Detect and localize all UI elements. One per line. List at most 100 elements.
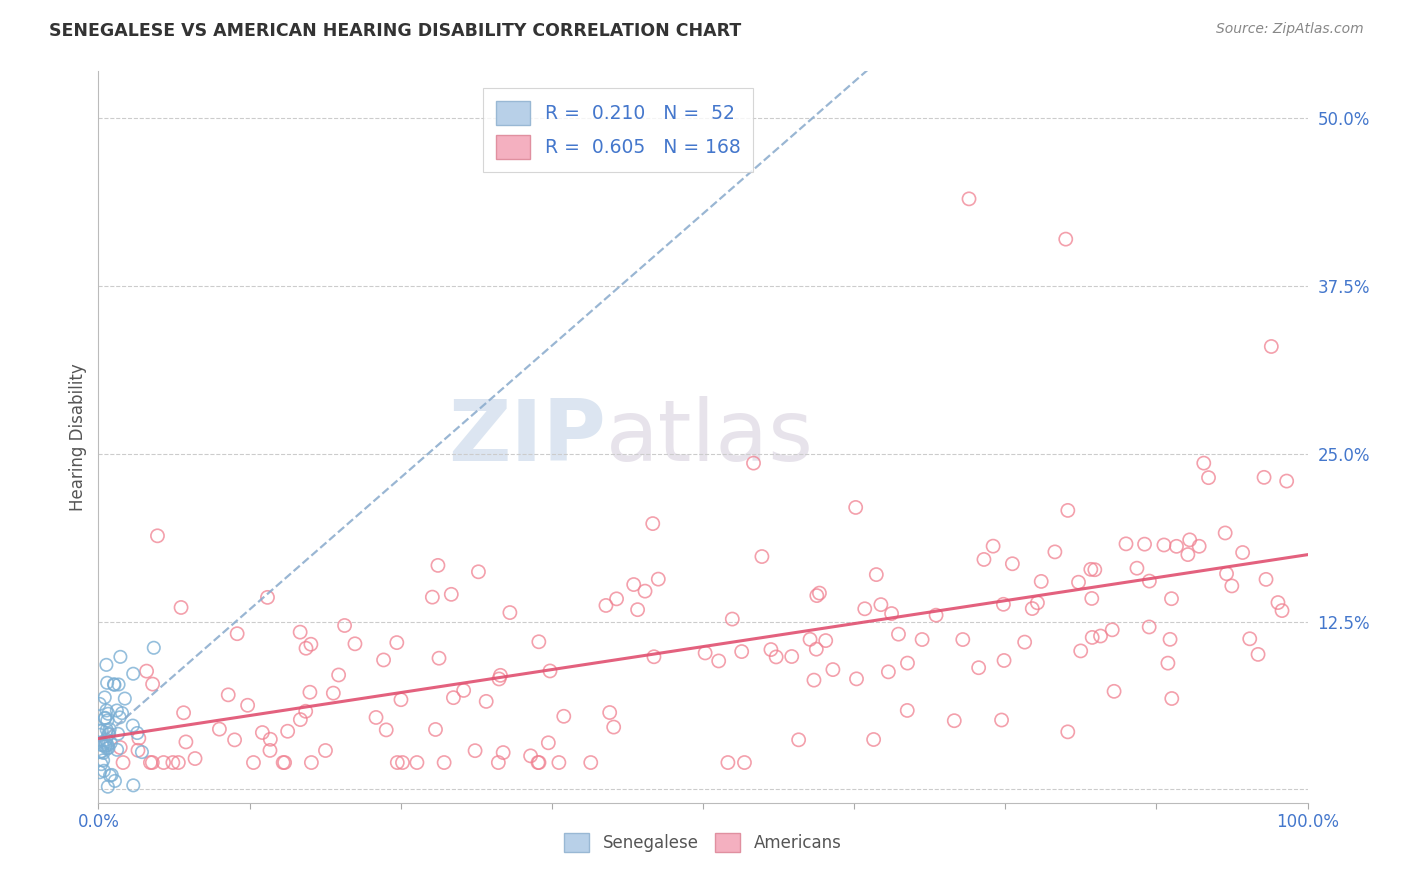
Point (127, 726, 149, 740)
Point (967, 661, 990, 675)
Point (90, 757, 112, 772)
Point (96, 675, 118, 690)
Point (236, 698, 259, 713)
Legend: Senegalese, Americans: Senegalese, Americans (555, 824, 851, 860)
Point (91, 753, 114, 767)
Point (322, 686, 344, 700)
Point (1133, 537, 1156, 551)
Point (314, 743, 336, 757)
Point (98, 727, 121, 741)
Point (328, 668, 350, 682)
Point (957, 192, 980, 206)
Point (105, 704, 128, 718)
Point (333, 618, 356, 632)
Point (1157, 656, 1180, 670)
Point (599, 706, 621, 720)
Point (174, 735, 197, 749)
Point (389, 692, 412, 706)
Point (1021, 601, 1043, 615)
Point (751, 549, 773, 564)
Point (1137, 574, 1160, 588)
Point (170, 600, 193, 615)
Point (845, 672, 868, 686)
Point (647, 572, 669, 586)
Point (1115, 537, 1137, 551)
Point (100, 736, 122, 750)
Point (108, 710, 131, 724)
Point (422, 590, 444, 604)
Point (806, 589, 828, 603)
Point (1239, 632, 1261, 646)
Point (110, 649, 132, 664)
Point (1253, 470, 1275, 484)
Point (1153, 538, 1175, 552)
Point (406, 756, 429, 770)
Point (717, 756, 740, 770)
Point (1267, 596, 1289, 610)
Point (643, 649, 665, 664)
Point (845, 500, 868, 515)
Point (911, 632, 934, 647)
Point (1198, 470, 1220, 484)
Point (467, 565, 489, 579)
Point (1080, 562, 1102, 576)
Point (96, 703, 118, 717)
Point (94, 732, 117, 747)
Point (1160, 591, 1182, 606)
Point (896, 656, 918, 670)
Point (208, 722, 231, 736)
Point (870, 598, 893, 612)
Point (553, 709, 575, 723)
Point (865, 567, 887, 582)
Point (96, 723, 118, 737)
Point (489, 668, 512, 682)
Point (880, 607, 903, 621)
Point (973, 552, 995, 566)
Point (111, 706, 134, 720)
Point (94, 736, 117, 750)
Point (806, 642, 828, 657)
Point (1043, 545, 1066, 559)
Point (887, 627, 910, 641)
Y-axis label: Hearing Disability: Hearing Disability (69, 363, 87, 511)
Point (271, 756, 294, 770)
Point (299, 637, 322, 651)
Point (100, 768, 122, 782)
Point (217, 688, 239, 702)
Point (89, 723, 111, 738)
Point (499, 606, 522, 620)
Point (295, 641, 318, 656)
Point (94, 739, 117, 753)
Point (1014, 635, 1036, 649)
Point (105, 743, 128, 757)
Point (375, 723, 398, 737)
Point (107, 727, 129, 741)
Point (896, 703, 918, 717)
Point (96, 741, 118, 756)
Point (91, 739, 114, 753)
Point (1271, 604, 1294, 618)
Point (731, 644, 754, 658)
Point (242, 756, 264, 770)
Point (252, 725, 274, 739)
Point (1159, 632, 1181, 647)
Point (1213, 525, 1236, 540)
Point (952, 632, 974, 647)
Point (167, 756, 190, 770)
Point (492, 746, 515, 760)
Point (259, 732, 281, 747)
Point (433, 756, 456, 770)
Point (579, 756, 602, 770)
Point (1026, 596, 1049, 610)
Point (441, 690, 464, 705)
Point (98, 723, 121, 737)
Point (364, 710, 387, 724)
Point (475, 694, 498, 708)
Point (925, 608, 948, 623)
Point (290, 713, 312, 727)
Point (294, 704, 316, 718)
Point (97, 740, 120, 755)
Point (425, 723, 447, 737)
Text: ZIP: ZIP (449, 395, 606, 479)
Point (538, 664, 561, 678)
